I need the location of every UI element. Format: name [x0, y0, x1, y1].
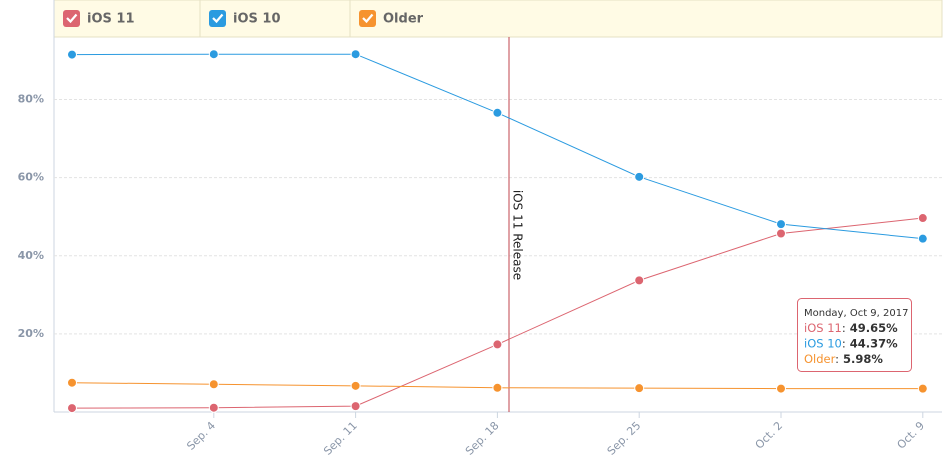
tooltip-separator: :	[842, 336, 846, 350]
data-point	[776, 219, 786, 230]
x-tick-label: Sep. 4	[184, 419, 218, 453]
x-tick-label: Sep. 18	[463, 419, 502, 458]
x-tick-label: Sep. 11	[321, 419, 360, 458]
tooltip-series-name: Older	[804, 352, 836, 366]
tooltip-separator: :	[842, 321, 846, 335]
legend-item[interactable]: iOS 10	[209, 10, 281, 27]
data-point	[492, 382, 503, 393]
tooltip-value: 5.98%	[843, 352, 883, 366]
tooltip-row: iOS 11: 49.65%	[804, 321, 898, 335]
data-point	[634, 383, 645, 394]
tooltip-value: 44.37%	[850, 336, 898, 350]
data-point	[208, 49, 219, 60]
data-point	[67, 49, 77, 60]
data-point	[634, 275, 645, 286]
y-tick-label: 40%	[18, 249, 44, 262]
y-tick-label: 20%	[18, 327, 44, 340]
tooltip-separator: :	[835, 352, 839, 366]
series-line	[71, 53, 923, 240]
legend-label: iOS 11	[87, 12, 135, 27]
data-point	[776, 228, 786, 239]
data-point	[350, 380, 361, 391]
data-point	[208, 402, 219, 413]
annotation-label: iOS 11 Release	[511, 190, 525, 280]
y-tick-label: 80%	[18, 93, 44, 106]
data-point	[917, 383, 928, 394]
data-point	[492, 107, 503, 118]
tooltip-series-name: iOS 10	[804, 336, 842, 350]
x-tick-label: Sep. 25	[605, 419, 644, 458]
legend-item[interactable]: iOS 11	[63, 10, 135, 27]
check-icon	[66, 13, 78, 24]
data-point	[917, 233, 928, 244]
legend-item[interactable]: Older	[359, 10, 424, 27]
legend-checkbox	[63, 10, 80, 27]
legend-checkbox	[209, 10, 226, 27]
data-point	[350, 49, 361, 60]
y-tick-label: 60%	[18, 171, 44, 184]
x-tick-label: Oct. 2	[753, 419, 786, 452]
tooltip-title: Monday, Oct 9, 2017	[804, 308, 908, 319]
tooltip-series-name: iOS 11	[804, 321, 842, 335]
legend-label: iOS 10	[233, 12, 281, 27]
data-point	[492, 339, 503, 350]
legend-checkbox	[359, 10, 376, 27]
check-icon	[362, 13, 374, 24]
legend-label: Older	[383, 12, 424, 27]
x-tick-label: Oct. 9	[895, 419, 928, 452]
data-point	[776, 383, 786, 394]
data-point	[208, 379, 219, 390]
check-icon	[212, 13, 224, 24]
tooltip-row: iOS 10: 44.37%	[804, 336, 898, 350]
tooltip-box	[797, 298, 912, 372]
data-point	[917, 213, 928, 224]
data-point	[67, 377, 77, 388]
data-point	[350, 401, 361, 412]
tooltip-value: 49.65%	[850, 321, 898, 335]
tooltip-row: Older: 5.98%	[804, 352, 883, 366]
data-point	[634, 171, 645, 182]
legend-bar	[53, 0, 943, 38]
data-point	[67, 403, 77, 414]
series-line	[71, 217, 923, 409]
